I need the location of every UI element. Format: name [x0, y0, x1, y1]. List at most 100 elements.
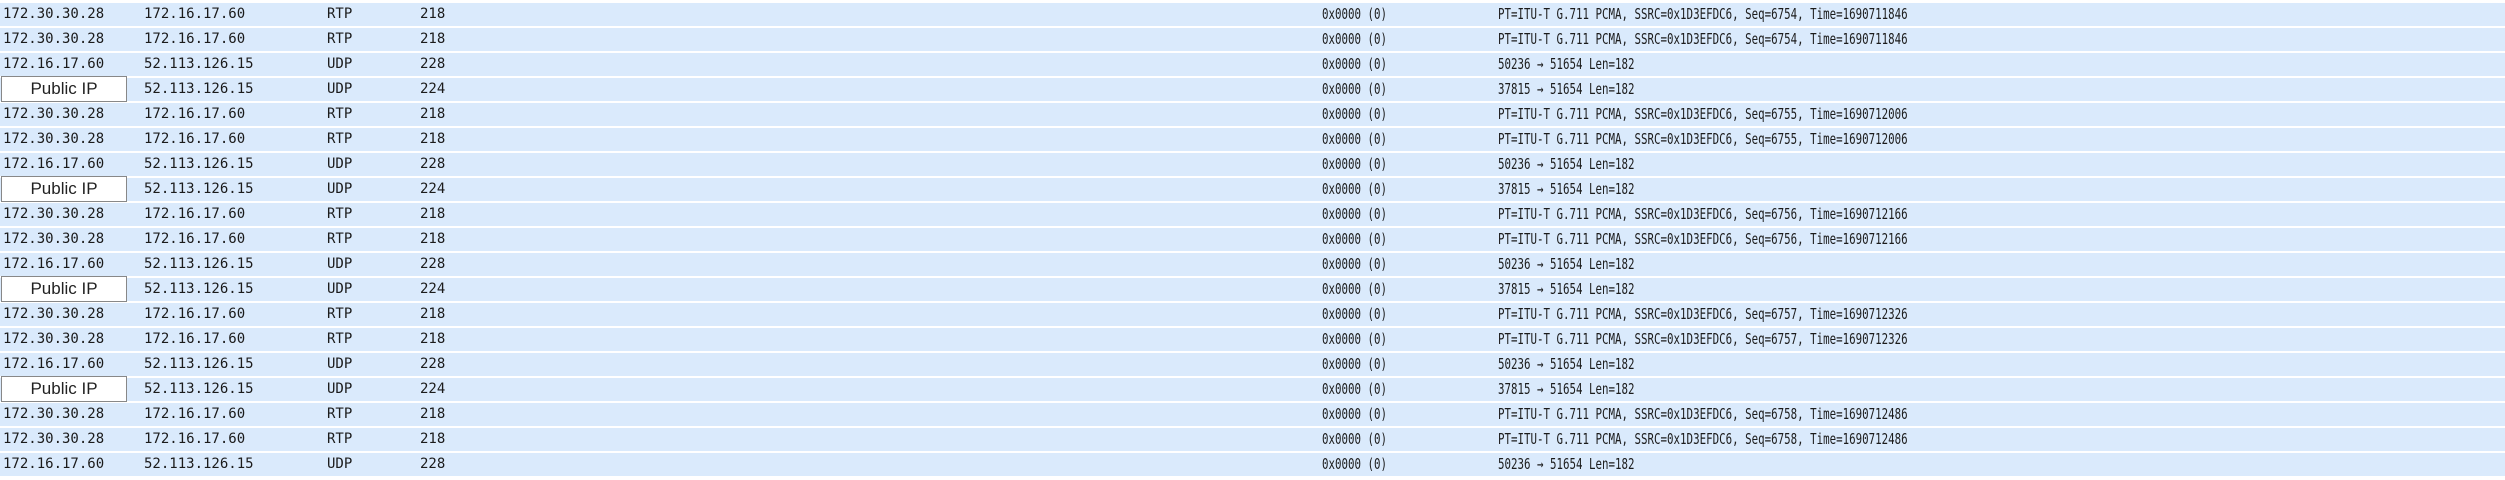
- source-cell: 172.30.30.28: [3, 406, 105, 422]
- protocol-cell: RTP: [327, 406, 353, 422]
- source-cell: 172.16.17.60: [3, 56, 105, 72]
- public-ip-redaction-label: Public IP: [1, 376, 127, 402]
- protocol-cell: UDP: [327, 456, 353, 472]
- length-cell: 224: [420, 381, 446, 397]
- destination-cell: 52.113.126.15: [144, 181, 254, 197]
- packet-list: 172.30.30.28 172.16.17.60 RTP 218 0x0000 (0)…: [0, 3, 2505, 478]
- length-cell: 218: [420, 406, 446, 422]
- protocol-cell: RTP: [327, 231, 353, 247]
- flags-cell: 0x0000 (0): [1322, 130, 1388, 148]
- flags-cell: 0x0000 (0): [1322, 430, 1388, 448]
- destination-cell: 172.16.17.60: [144, 406, 246, 422]
- flags-cell: 0x0000 (0): [1322, 255, 1388, 273]
- info-cell: PT=ITU-T G.711 PCMA, SSRC=0x1D3EFDC6, Se…: [1498, 130, 1908, 148]
- length-cell: 224: [420, 81, 446, 97]
- protocol-cell: UDP: [327, 256, 353, 272]
- protocol-cell: RTP: [327, 131, 353, 147]
- info-cell: PT=ITU-T G.711 PCMA, SSRC=0x1D3EFDC6, Se…: [1498, 430, 1908, 448]
- info-cell: PT=ITU-T G.711 PCMA, SSRC=0x1D3EFDC6, Se…: [1498, 5, 1908, 23]
- source-cell: 172.16.17.60: [3, 456, 105, 472]
- source-cell: 172.30.30.28: [3, 206, 105, 222]
- packet-row[interactable]: 172.16.17.60 52.113.126.15 UDP 228 0x0000 (0…: [0, 53, 2505, 76]
- source-cell: 172.30.30.28: [3, 431, 105, 447]
- packet-row[interactable]: 172.30.30.28 172.16.17.60 RTP 218 0x0000 (0)…: [0, 403, 2505, 426]
- packet-row[interactable]: 172.16.17.60 52.113.126.15 UDP 228 0x0000 (0…: [0, 453, 2505, 476]
- packet-row[interactable]: 172.16.17.60 52.113.126.15 UDP 228 0x0000 (0…: [0, 353, 2505, 376]
- length-cell: 228: [420, 156, 446, 172]
- source-cell: 172.16.17.60: [3, 256, 105, 272]
- protocol-cell: RTP: [327, 31, 353, 47]
- flags-cell: 0x0000 (0): [1322, 180, 1388, 198]
- flags-cell: 0x0000 (0): [1322, 330, 1388, 348]
- packet-row[interactable]: 172.30.30.28 172.16.17.60 RTP 218 0x0000 (0)…: [0, 203, 2505, 226]
- length-cell: 228: [420, 356, 446, 372]
- info-cell: PT=ITU-T G.711 PCMA, SSRC=0x1D3EFDC6, Se…: [1498, 330, 1908, 348]
- packet-row[interactable]: 52.113.126.15 UDP 224 0x0000 (0) 37815 → 516…: [0, 276, 2505, 302]
- source-cell: 172.30.30.28: [3, 331, 105, 347]
- flags-cell: 0x0000 (0): [1322, 405, 1388, 423]
- info-cell: PT=ITU-T G.711 PCMA, SSRC=0x1D3EFDC6, Se…: [1498, 405, 1908, 423]
- packet-row[interactable]: 172.30.30.28 172.16.17.60 RTP 218 0x0000 (0)…: [0, 28, 2505, 51]
- protocol-cell: UDP: [327, 281, 353, 297]
- flags-cell: 0x0000 (0): [1322, 305, 1388, 323]
- length-cell: 218: [420, 231, 446, 247]
- packet-row[interactable]: 52.113.126.15 UDP 224 0x0000 (0) 37815 → 516…: [0, 76, 2505, 102]
- flags-cell: 0x0000 (0): [1322, 55, 1388, 73]
- destination-cell: 52.113.126.15: [144, 156, 254, 172]
- source-cell: 172.30.30.28: [3, 6, 105, 22]
- source-cell: 172.16.17.60: [3, 156, 105, 172]
- length-cell: 218: [420, 306, 446, 322]
- protocol-cell: RTP: [327, 331, 353, 347]
- info-cell: 37815 → 51654 Len=182: [1498, 280, 1635, 298]
- info-cell: 50236 → 51654 Len=182: [1498, 155, 1635, 173]
- protocol-cell: RTP: [327, 6, 353, 22]
- length-cell: 224: [420, 181, 446, 197]
- info-cell: 37815 → 51654 Len=182: [1498, 380, 1635, 398]
- protocol-cell: UDP: [327, 356, 353, 372]
- protocol-cell: UDP: [327, 56, 353, 72]
- flags-cell: 0x0000 (0): [1322, 380, 1388, 398]
- packet-row[interactable]: 172.30.30.28 172.16.17.60 RTP 218 0x0000 (0)…: [0, 128, 2505, 151]
- flags-cell: 0x0000 (0): [1322, 230, 1388, 248]
- info-cell: 50236 → 51654 Len=182: [1498, 455, 1635, 473]
- info-cell: 50236 → 51654 Len=182: [1498, 355, 1635, 373]
- length-cell: 218: [420, 31, 446, 47]
- length-cell: 218: [420, 331, 446, 347]
- packet-row[interactable]: 52.113.126.15 UDP 224 0x0000 (0) 37815 → 516…: [0, 376, 2505, 402]
- destination-cell: 52.113.126.15: [144, 381, 254, 397]
- packet-row[interactable]: 52.113.126.15 UDP 224 0x0000 (0) 37815 → 516…: [0, 176, 2505, 202]
- packet-row[interactable]: 172.30.30.28 172.16.17.60 RTP 218 0x0000 (0)…: [0, 303, 2505, 326]
- destination-cell: 52.113.126.15: [144, 256, 254, 272]
- destination-cell: 172.16.17.60: [144, 306, 246, 322]
- packet-row[interactable]: 172.30.30.28 172.16.17.60 RTP 218 0x0000 (0)…: [0, 103, 2505, 126]
- protocol-cell: RTP: [327, 431, 353, 447]
- public-ip-redaction-label: Public IP: [1, 176, 127, 202]
- destination-cell: 52.113.126.15: [144, 56, 254, 72]
- packet-row[interactable]: 172.16.17.60 52.113.126.15 UDP 228 0x0000 (0…: [0, 253, 2505, 276]
- info-cell: PT=ITU-T G.711 PCMA, SSRC=0x1D3EFDC6, Se…: [1498, 30, 1908, 48]
- length-cell: 218: [420, 106, 446, 122]
- info-cell: PT=ITU-T G.711 PCMA, SSRC=0x1D3EFDC6, Se…: [1498, 205, 1908, 223]
- packet-row[interactable]: 172.30.30.28 172.16.17.60 RTP 218 0x0000 (0)…: [0, 328, 2505, 351]
- packet-row[interactable]: 172.30.30.28 172.16.17.60 RTP 218 0x0000 (0)…: [0, 428, 2505, 451]
- destination-cell: 172.16.17.60: [144, 431, 246, 447]
- destination-cell: 172.16.17.60: [144, 31, 246, 47]
- packet-row[interactable]: 172.16.17.60 52.113.126.15 UDP 228 0x0000 (0…: [0, 153, 2505, 176]
- flags-cell: 0x0000 (0): [1322, 205, 1388, 223]
- info-cell: PT=ITU-T G.711 PCMA, SSRC=0x1D3EFDC6, Se…: [1498, 105, 1908, 123]
- destination-cell: 172.16.17.60: [144, 131, 246, 147]
- destination-cell: 172.16.17.60: [144, 206, 246, 222]
- packet-row[interactable]: 172.30.30.28 172.16.17.60 RTP 218 0x0000 (0)…: [0, 3, 2505, 26]
- public-ip-redaction-label: Public IP: [1, 276, 127, 302]
- protocol-cell: UDP: [327, 381, 353, 397]
- packet-row[interactable]: 172.30.30.28 172.16.17.60 RTP 218 0x0000 (0)…: [0, 228, 2505, 251]
- protocol-cell: UDP: [327, 81, 353, 97]
- length-cell: 218: [420, 6, 446, 22]
- flags-cell: 0x0000 (0): [1322, 280, 1388, 298]
- source-cell: 172.30.30.28: [3, 131, 105, 147]
- source-cell: 172.30.30.28: [3, 306, 105, 322]
- source-cell: 172.30.30.28: [3, 31, 105, 47]
- protocol-cell: RTP: [327, 306, 353, 322]
- length-cell: 224: [420, 281, 446, 297]
- protocol-cell: UDP: [327, 156, 353, 172]
